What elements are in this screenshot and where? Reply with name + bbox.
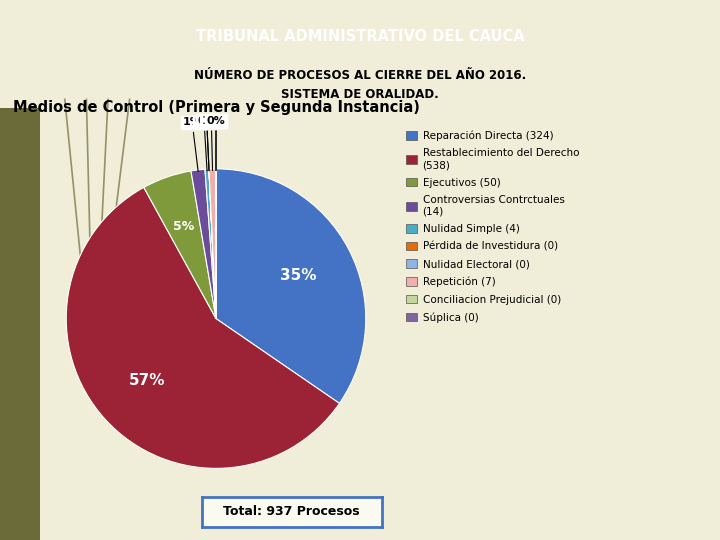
Bar: [0, 108, 40, 540]
Text: 5%: 5%: [174, 220, 194, 233]
Text: NÚMERO DE PROCESOS AL CIERRE DEL AÑO 2016.
SISTEMA DE ORALIDAD.: NÚMERO DE PROCESOS AL CIERRE DEL AÑO 201…: [194, 69, 526, 101]
Text: 1%: 1%: [183, 117, 202, 172]
Text: Total: 937 Procesos: Total: 937 Procesos: [223, 505, 360, 518]
Legend: Reparación Directa (324), Restablecimiento del Derecho
(538), Ejecutivos (50), C: Reparación Directa (324), Restablecimien…: [405, 130, 580, 323]
Wedge shape: [191, 169, 216, 319]
Title: Medios de Control (Primera y Segunda Instancia): Medios de Control (Primera y Segunda Ins…: [12, 100, 420, 115]
Text: 0%: 0%: [197, 116, 216, 171]
Wedge shape: [209, 169, 216, 319]
Text: TRIBUNAL ADMINISTRATIVO DEL CAUCA: TRIBUNAL ADMINISTRATIVO DEL CAUCA: [196, 29, 524, 44]
Text: 57%: 57%: [129, 374, 166, 388]
Wedge shape: [209, 169, 216, 319]
Text: 0%: 0%: [207, 116, 225, 171]
Text: 1%: 1%: [202, 116, 221, 171]
Text: 0%: 0%: [194, 116, 213, 171]
Wedge shape: [209, 169, 216, 319]
Text: 0%: 0%: [197, 116, 216, 171]
Wedge shape: [66, 187, 339, 468]
Text: 35%: 35%: [280, 268, 316, 283]
Text: 0%: 0%: [207, 116, 225, 171]
Wedge shape: [216, 169, 366, 403]
Wedge shape: [205, 169, 216, 319]
Wedge shape: [144, 171, 216, 319]
